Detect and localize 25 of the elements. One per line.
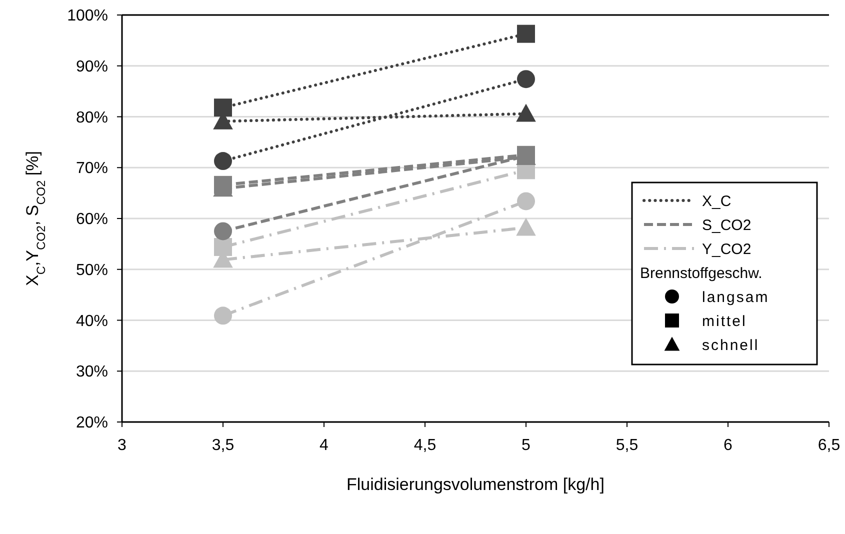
- y-tick-label: 50%: [76, 262, 108, 279]
- y-tick-label: 70%: [76, 160, 108, 178]
- x-axis-title: Fluidisierungsvolumenstrom [kg/h]: [346, 475, 604, 494]
- legend-label: mittel: [702, 312, 747, 330]
- x-tick-label: 5,5: [616, 437, 638, 454]
- y-tick-label: 90%: [76, 58, 108, 76]
- legend-title: Brennstoffgeschw.: [640, 264, 762, 282]
- y-tick-label: 100%: [67, 8, 108, 25]
- legend-label: S_CO2: [702, 216, 752, 234]
- x-tick-label: 4: [320, 437, 329, 454]
- x-tick-label: 5: [522, 437, 531, 454]
- x-tick-label: 6: [724, 437, 733, 454]
- y-tick-label: 60%: [76, 211, 108, 228]
- legend-label: schnell: [702, 336, 760, 354]
- legend-label: Y_CO2: [702, 240, 752, 258]
- x-tick-label: 6,5: [818, 437, 840, 454]
- legend-label: langsam: [702, 288, 770, 306]
- x-tick-label: 3,5: [212, 437, 234, 454]
- x-tick-label: 4,5: [414, 437, 436, 454]
- y-tick-label: 80%: [76, 109, 108, 126]
- y-tick-label: 20%: [76, 414, 108, 432]
- x-tick-label: 3: [118, 437, 127, 454]
- legend-label: X_C: [702, 192, 732, 210]
- y-tick-label: 30%: [76, 364, 108, 381]
- y-tick-label: 40%: [76, 312, 108, 330]
